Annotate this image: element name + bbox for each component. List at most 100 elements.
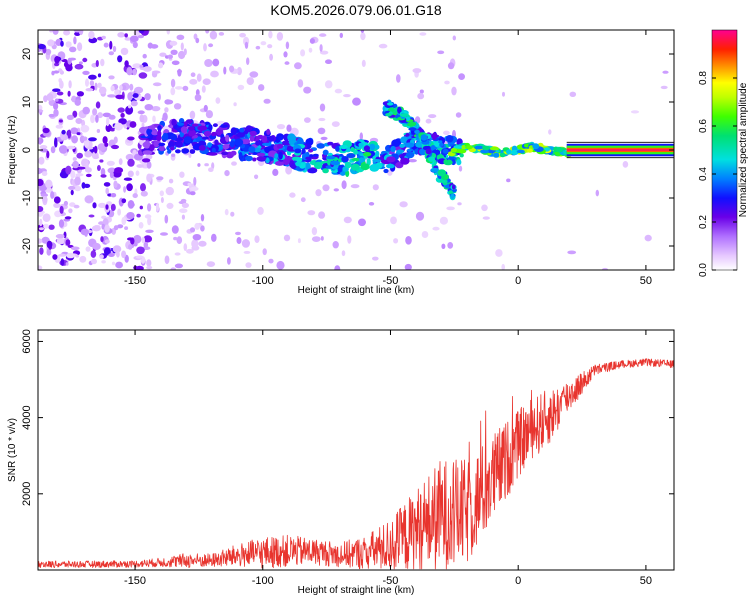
- noise-speckle: [89, 80, 95, 87]
- snr-x-ticks: -150 -100 -50 0 50: [124, 330, 652, 587]
- noise-speckle: [98, 202, 107, 208]
- carrier-blob: [532, 143, 540, 150]
- carrier-blob: [465, 145, 473, 150]
- noise-speckle: [132, 93, 139, 98]
- noise-speckle: [245, 262, 252, 268]
- noise-speckle: [276, 32, 284, 41]
- noise-speckle: [151, 70, 161, 74]
- noise-speckle: [38, 109, 44, 113]
- noise-speckle: [319, 44, 323, 52]
- branch-blob: [400, 113, 409, 117]
- trace-blob: [344, 161, 352, 169]
- noise-speckle: [74, 31, 81, 36]
- noise-speckle: [174, 263, 183, 269]
- noise-speckle: [165, 186, 174, 196]
- noise-speckle: [158, 62, 164, 69]
- noise-speckle: [124, 37, 132, 41]
- noise-speckle: [93, 145, 98, 154]
- noise-speckle: [90, 114, 95, 124]
- noise-speckle: [325, 59, 332, 64]
- noise-speckle: [495, 249, 503, 257]
- noise-speckle: [88, 31, 95, 39]
- noise-speckle: [432, 226, 440, 231]
- trace-blob: [438, 140, 443, 144]
- noise-speckle: [390, 216, 397, 225]
- trace-blob: [179, 131, 184, 138]
- noise-speckle: [176, 34, 185, 40]
- noise-speckle: [76, 65, 81, 70]
- noise-speckle: [123, 186, 127, 193]
- trace-blob: [351, 157, 361, 162]
- noise-speckle: [98, 86, 107, 95]
- noise-speckle: [439, 216, 448, 225]
- noise-speckle: [140, 183, 146, 192]
- trace-blob: [316, 143, 326, 149]
- noise-speckle: [80, 124, 90, 133]
- noise-speckle: [194, 94, 202, 102]
- noise-speckle: [203, 104, 208, 112]
- y-tick-label: 6000: [21, 329, 33, 353]
- x-tick-label: -150: [124, 575, 146, 587]
- noise-speckle: [74, 176, 81, 186]
- carrier-blob: [493, 152, 500, 158]
- noise-speckle: [46, 248, 52, 256]
- noise-speckle: [84, 167, 92, 173]
- noise-speckle: [54, 139, 58, 148]
- noise-speckle: [103, 182, 111, 187]
- noise-speckle: [446, 206, 455, 211]
- snr-x-axis-label: Height of straight line (km): [298, 585, 415, 596]
- noise-speckle: [97, 165, 101, 171]
- noise-speckle: [437, 50, 445, 55]
- noise-speckle: [60, 258, 65, 266]
- x-tick-label: 50: [640, 575, 652, 587]
- trace-blob: [400, 157, 410, 165]
- noise-speckle: [186, 248, 194, 254]
- noise-speckle: [173, 236, 178, 241]
- noise-speckle: [59, 80, 64, 89]
- trace-blob: [221, 151, 229, 156]
- noise-speckle: [311, 227, 318, 236]
- noise-speckle: [246, 57, 250, 65]
- noise-speckle: [52, 60, 56, 69]
- trace-blob: [230, 127, 237, 135]
- trace-blob: [290, 163, 297, 170]
- noise-speckle: [78, 61, 83, 65]
- y-tick-label: 20: [21, 48, 33, 60]
- noise-speckle: [126, 212, 135, 220]
- spectrogram-x-axis-label: Height of straight line (km): [298, 285, 415, 296]
- noise-speckle: [320, 136, 328, 141]
- noise-speckle: [144, 93, 151, 101]
- trace-blob: [287, 145, 293, 151]
- noise-speckle: [92, 242, 101, 251]
- noise-speckle: [167, 54, 173, 59]
- noise-speckle: [114, 88, 120, 96]
- trace-blob: [197, 125, 208, 131]
- noise-speckle: [136, 246, 145, 255]
- noise-speckle: [41, 171, 48, 177]
- noise-speckle: [92, 202, 97, 209]
- noise-speckle: [53, 102, 59, 110]
- spectrogram-y-axis-label: Frequency (Hz): [7, 116, 18, 185]
- noise-speckle: [50, 146, 56, 154]
- trace-blob: [167, 149, 172, 154]
- noise-speckle: [352, 97, 361, 106]
- trace-blob: [287, 133, 296, 142]
- noise-speckle: [208, 167, 214, 172]
- noise-speckle: [159, 52, 167, 57]
- trace-blob: [230, 150, 237, 156]
- noise-speckle: [38, 138, 42, 145]
- noise-speckle: [146, 173, 152, 183]
- noise-speckle: [73, 36, 77, 45]
- noise-speckle: [72, 110, 78, 118]
- noise-speckle: [104, 239, 110, 244]
- noise-speckle: [132, 68, 137, 76]
- noise-speckle: [130, 100, 138, 107]
- noise-speckle: [139, 114, 145, 123]
- noise-speckle: [72, 157, 77, 161]
- trace-blob: [241, 138, 251, 145]
- trace-blob: [252, 157, 257, 162]
- noise-speckle: [38, 178, 44, 187]
- noise-speckle: [300, 197, 306, 203]
- noise-speckle: [201, 85, 206, 93]
